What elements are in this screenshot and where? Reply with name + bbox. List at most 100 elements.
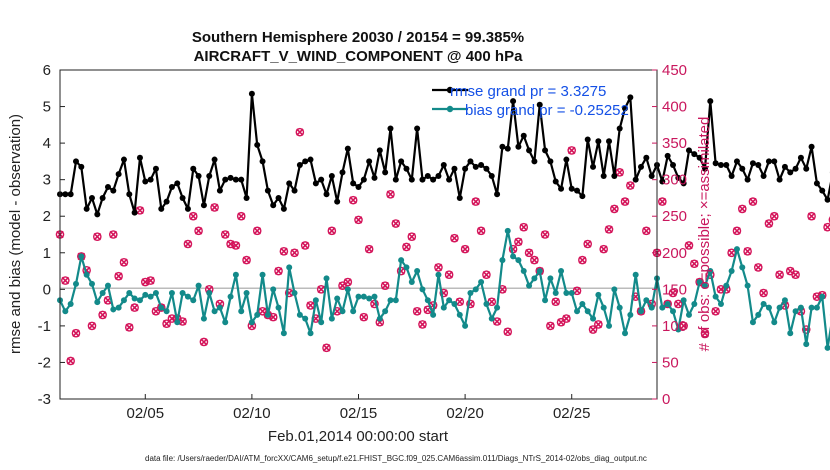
obs-assimilated-point [66, 357, 75, 365]
rmse-point [622, 105, 629, 112]
obs-assimilated-point [658, 197, 667, 206]
y-tick-left-label: 2 [43, 208, 51, 225]
obs-assimilated-point [567, 146, 576, 155]
rmse-point [110, 187, 117, 194]
bias-point [366, 295, 373, 302]
obs-assimilated-point [621, 197, 629, 206]
bias-point [520, 268, 527, 275]
bias-point [462, 322, 469, 329]
bias-point [147, 293, 154, 300]
y-tick-left-label: 6 [43, 62, 51, 79]
obs-count-point [450, 233, 459, 243]
rmse-point [558, 185, 565, 192]
obs-count-point [791, 270, 800, 280]
rmse-point [414, 125, 421, 132]
rmse-point [366, 158, 373, 165]
y-tick-right-label: 0 [662, 391, 670, 408]
obs-count-point [668, 288, 678, 298]
bias-point [355, 293, 362, 300]
obs-assimilated-point [381, 281, 389, 290]
rmse-point [542, 147, 549, 154]
bias-point [184, 293, 191, 300]
bias-point [574, 308, 581, 315]
rmse-point [248, 90, 255, 97]
obs-assimilated-point [317, 285, 325, 294]
bias-point [499, 257, 506, 264]
rmse-point [568, 185, 575, 192]
obs-count-point [801, 325, 811, 334]
bias-point [323, 275, 330, 282]
rmse-point [669, 162, 676, 169]
obs-assimilated-point [301, 241, 309, 250]
obs-assimilated-point [237, 212, 245, 220]
bias-point [339, 308, 346, 315]
obs-assimilated-point [711, 307, 720, 316]
rmse-point [350, 180, 357, 187]
obs-count-point [599, 244, 608, 254]
obs-assimilated-point [599, 245, 608, 253]
y-tick-right-label: 350 [662, 135, 687, 152]
obs-count-point [194, 226, 203, 236]
rmse-point [94, 211, 101, 218]
bias-point [403, 264, 410, 271]
obs-assimilated-point [125, 323, 134, 332]
rmse-point [195, 173, 202, 180]
rmse-point [712, 160, 719, 167]
obs-assimilated-point [88, 322, 96, 330]
obs-assimilated-point [136, 206, 144, 215]
bias-point [110, 306, 117, 313]
rmse-point [520, 132, 527, 139]
obs-assimilated-point [194, 227, 203, 235]
rmse-point [691, 151, 698, 158]
bias-point [286, 264, 293, 271]
bias-point [435, 271, 442, 278]
obs-assimilated-point [445, 270, 453, 279]
x-tick-label: 02/15 [340, 405, 378, 422]
bias-point [430, 311, 437, 318]
obs-assimilated-point [823, 223, 830, 231]
bias-point [376, 315, 383, 322]
rmse-point [136, 154, 143, 161]
rmse-point [819, 187, 826, 194]
bias-point [739, 264, 746, 271]
y-tick-left-label: 0 [43, 281, 51, 298]
obs-assimilated-point [573, 287, 581, 295]
chart-title-line-2: AIRCRAFT_V_WIND_COMPONENT @ 400 hPa [194, 48, 524, 65]
bias-point [408, 279, 415, 286]
bias-point [792, 308, 799, 315]
bias-point [510, 253, 517, 260]
bias-point [648, 304, 655, 311]
rmse-point [344, 145, 351, 152]
bias-point [723, 282, 730, 289]
bias-point [83, 271, 90, 278]
bias-point [616, 304, 623, 311]
obs-assimilated-point [434, 263, 443, 272]
bias-point [206, 289, 213, 296]
rmse-point [174, 180, 181, 187]
obs-count-point [348, 195, 358, 205]
obs-assimilated-point [669, 289, 677, 297]
bias-point [243, 289, 250, 296]
rmse-point [430, 176, 437, 183]
bias-point [168, 289, 175, 296]
obs-assimilated-point [386, 190, 395, 199]
bias-point [787, 330, 794, 337]
obs-count-point [604, 225, 614, 234]
bias-point [104, 282, 111, 289]
bias-point [344, 286, 351, 293]
rmse-point [584, 136, 591, 143]
y-axis-label-right: # of obs: o=possible; ×=assimilated [696, 117, 713, 352]
bias-point [190, 297, 197, 304]
bias-point [227, 293, 234, 300]
obs-assimilated-point [738, 205, 747, 213]
rmse-point [312, 180, 319, 187]
obs-count-point [626, 181, 635, 190]
obs-count-point [146, 276, 155, 285]
obs-assimilated-point [344, 278, 352, 286]
obs-count-point [610, 204, 619, 214]
rmse-point [813, 180, 820, 187]
bias-point [536, 268, 543, 275]
rmse-point [701, 165, 708, 172]
bias-point [675, 326, 682, 333]
bias-point [414, 268, 421, 275]
